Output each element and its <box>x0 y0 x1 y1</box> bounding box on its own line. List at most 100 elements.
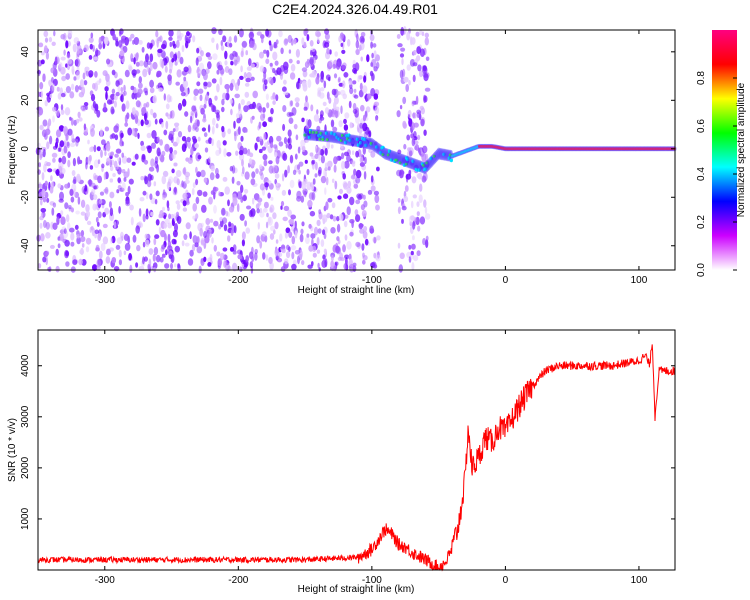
heatmap-cell <box>282 123 286 132</box>
heatmap-cell <box>181 136 187 142</box>
heatmap-cell <box>211 27 217 35</box>
heatmap-cell <box>232 250 237 255</box>
heatmap-cell <box>111 108 115 114</box>
heatmap-cell <box>203 132 208 138</box>
heatmap-cell <box>359 41 365 51</box>
heatmap-cell <box>352 262 357 267</box>
heatmap-cell <box>157 36 161 42</box>
heatmap-cell <box>309 56 314 65</box>
heatmap-cell <box>229 246 235 252</box>
heatmap-cell <box>228 42 233 48</box>
heatmap-cell <box>214 95 218 101</box>
heatmap-cell <box>315 76 320 85</box>
heatmap-cell <box>46 197 50 203</box>
heatmap-cell <box>402 120 407 128</box>
heatmap-cell <box>121 141 125 147</box>
heatmap-cell <box>39 222 43 229</box>
heatmap-cell <box>422 66 428 74</box>
heatmap-cell <box>187 124 192 133</box>
heatmap-cell <box>40 90 44 99</box>
heatmap-cell <box>332 126 338 132</box>
heatmap-cell <box>272 92 276 100</box>
heatmap-ridge-cell <box>352 134 357 147</box>
heatmap-cell <box>311 191 316 201</box>
heatmap-cell <box>284 258 289 265</box>
heatmap-cell <box>334 109 340 118</box>
heatmap-cell <box>331 178 335 183</box>
heatmap-cell <box>412 194 417 199</box>
heatmap-cell <box>240 197 244 203</box>
heatmap-cell <box>409 36 413 46</box>
heatmap-cell <box>376 61 380 69</box>
heatmap-cell <box>161 60 165 69</box>
heatmap-cell <box>425 56 430 62</box>
heatmap-cell <box>145 53 149 63</box>
heatmap-cell <box>111 88 116 95</box>
heatmap-cell <box>167 222 173 229</box>
heatmap-cell <box>98 42 103 50</box>
heatmap-cell <box>268 160 273 165</box>
heatmap-cell <box>198 88 204 94</box>
heatmap-cell <box>320 76 324 83</box>
heatmap-cell <box>222 92 227 101</box>
heatmap-cell <box>118 40 123 48</box>
heatmap-cell <box>303 106 308 111</box>
heatmap-cell <box>185 40 189 49</box>
heatmap-cell <box>337 195 342 200</box>
heatmap-cell <box>373 66 378 72</box>
heatmap-cell <box>224 186 230 195</box>
heatmap-cell <box>67 128 73 136</box>
heatmap-cell <box>248 58 252 67</box>
heatmap-cell <box>360 204 365 211</box>
heatmap-cell <box>408 150 413 157</box>
heatmap-cell <box>248 158 253 165</box>
heatmap-ridge-cell <box>367 137 372 150</box>
heatmap-cell <box>320 239 325 248</box>
heatmap-cell <box>204 147 209 153</box>
heatmap-cell <box>233 35 238 43</box>
heatmap-cell <box>83 123 87 131</box>
heatmap-cell <box>298 161 304 167</box>
heatmap-cell <box>338 35 343 43</box>
heatmap-ridge-cell <box>381 153 385 157</box>
heatmap-cell <box>419 183 423 192</box>
heatmap-cell <box>241 259 246 265</box>
heatmap-cell <box>120 132 124 138</box>
heatmap-cell <box>213 220 219 227</box>
heatmap-cell <box>42 73 46 82</box>
heatmap-cell <box>208 97 213 106</box>
heatmap-cell <box>266 49 270 58</box>
heatmap-cell <box>154 198 158 205</box>
heatmap-cell <box>127 127 133 136</box>
chart-title: C2E4.2024.326.04.49.R01 <box>272 1 438 17</box>
heatmap-cell <box>310 233 316 239</box>
heatmap-cell <box>407 147 412 152</box>
heatmap-cell <box>324 187 327 196</box>
heatmap-cell <box>142 213 146 223</box>
heatmap-cell <box>300 139 306 147</box>
heatmap-cell <box>39 124 44 131</box>
heatmap-cell <box>203 177 208 183</box>
heatmap-cell <box>371 52 374 59</box>
heatmap-cell <box>124 36 129 46</box>
heatmap-cell <box>173 53 178 62</box>
heatmap-cell <box>280 205 283 210</box>
heatmap-cell <box>408 118 413 127</box>
heatmap-cell <box>406 134 411 141</box>
heatmap-cell <box>77 196 81 205</box>
heatmap-cell <box>147 263 151 270</box>
heatmap-cell <box>146 145 152 150</box>
heatmap-cell <box>149 79 155 88</box>
heatmap-cell <box>93 159 100 168</box>
heatmap-ridge-cell <box>349 134 353 147</box>
heatmap-cell <box>325 201 329 211</box>
heatmap-cell <box>195 57 199 66</box>
heatmap-cell <box>166 200 170 209</box>
heatmap-cell <box>274 221 279 230</box>
heatmap-cell <box>225 262 230 272</box>
heatmap-cell <box>160 229 166 238</box>
heatmap-cell <box>326 47 330 55</box>
heatmap-ridge-cell <box>449 158 453 163</box>
heatmap-cell <box>85 69 89 77</box>
heatmap-cell <box>40 146 44 153</box>
